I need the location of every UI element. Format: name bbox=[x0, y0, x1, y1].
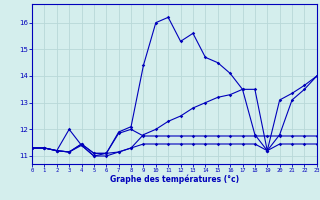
X-axis label: Graphe des températures (°c): Graphe des températures (°c) bbox=[110, 175, 239, 184]
